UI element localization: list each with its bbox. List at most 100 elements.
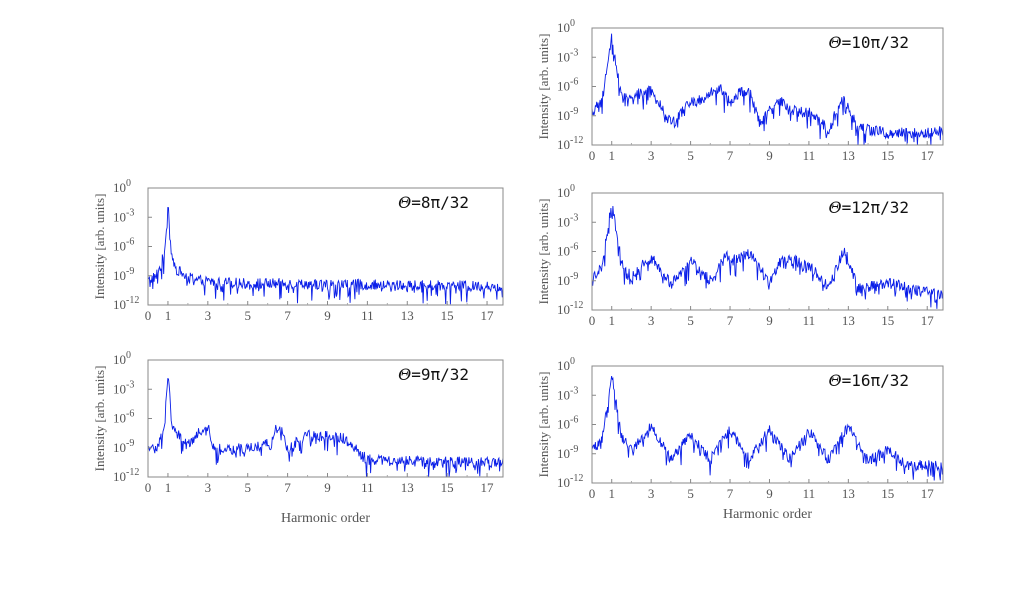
y-tick-exponent: -12 bbox=[570, 473, 583, 484]
y-tick-label: 10 bbox=[557, 302, 570, 317]
x-tick-label: 13 bbox=[401, 308, 414, 323]
x-tick-label: 11 bbox=[803, 486, 816, 501]
y-tick-label: 10 bbox=[557, 79, 570, 94]
y-tick-exponent: -12 bbox=[570, 135, 583, 146]
y-tick-label: 10 bbox=[557, 108, 570, 123]
y-tick-exponent: -3 bbox=[126, 379, 134, 390]
y-tick-label: 10 bbox=[113, 209, 126, 224]
x-tick-label: 13 bbox=[401, 480, 414, 495]
y-tick-label: 10 bbox=[557, 214, 570, 229]
x-tick-label: 0 bbox=[589, 148, 596, 163]
panel-title-p16: Θ=16π/32 bbox=[828, 371, 909, 390]
x-tick-label: 11 bbox=[803, 313, 816, 328]
theta-value: =12π/32 bbox=[842, 198, 909, 217]
x-tick-label: 5 bbox=[687, 313, 694, 328]
y-tick-label: 10 bbox=[113, 411, 126, 426]
theta-value: =8π/32 bbox=[411, 193, 469, 212]
y-tick-exponent: -3 bbox=[570, 212, 578, 223]
y-tick-exponent: 0 bbox=[126, 178, 131, 189]
x-tick-label: 7 bbox=[727, 148, 734, 163]
theta-value: =10π/32 bbox=[842, 33, 909, 52]
panel-title-p12: Θ=12π/32 bbox=[828, 198, 909, 217]
y-tick-label: 10 bbox=[557, 358, 570, 373]
y-tick-label: 10 bbox=[113, 352, 126, 367]
x-tick-label: 9 bbox=[766, 148, 773, 163]
theta-symbol: Θ bbox=[398, 365, 411, 384]
spectrum-line-p12 bbox=[591, 205, 944, 309]
y-tick-exponent: -3 bbox=[570, 47, 578, 58]
x-tick-label: 5 bbox=[244, 308, 251, 323]
y-tick-label: 10 bbox=[557, 20, 570, 35]
spectrum-line-p10 bbox=[591, 33, 944, 146]
y-tick-label: 10 bbox=[557, 137, 570, 152]
y-tick-label: 10 bbox=[113, 440, 126, 455]
y-tick-label: 10 bbox=[557, 417, 570, 432]
theta-symbol: Θ bbox=[398, 193, 411, 212]
x-tick-label: 15 bbox=[881, 486, 894, 501]
x-tick-label: 13 bbox=[842, 486, 855, 501]
y-tick-exponent: -6 bbox=[126, 409, 134, 420]
x-tick-label: 15 bbox=[881, 148, 894, 163]
x-tick-label: 1 bbox=[608, 486, 615, 501]
panel-title-p9: Θ=9π/32 bbox=[398, 365, 469, 384]
y-tick-exponent: 0 bbox=[570, 183, 575, 194]
y-tick-label: 10 bbox=[557, 49, 570, 64]
y-tick-label: 10 bbox=[113, 381, 126, 396]
theta-value: =9π/32 bbox=[411, 365, 469, 384]
x-tick-label: 0 bbox=[145, 308, 152, 323]
y-tick-label: 10 bbox=[557, 185, 570, 200]
y-tick-exponent: -6 bbox=[570, 415, 578, 426]
x-tick-label: 11 bbox=[803, 148, 816, 163]
y-tick-exponent: -9 bbox=[570, 106, 578, 117]
panel-title-p8: Θ=8π/32 bbox=[398, 193, 469, 212]
x-tick-label: 9 bbox=[324, 308, 331, 323]
y-tick-label: 10 bbox=[113, 239, 126, 254]
y-axis-label: Intensity [arb. units] bbox=[536, 34, 551, 140]
y-axis-label: Intensity [arb. units] bbox=[536, 199, 551, 305]
spectrum-line-p9 bbox=[147, 377, 504, 478]
x-tick-label: 5 bbox=[244, 480, 251, 495]
panel-title-p10: Θ=10π/32 bbox=[828, 33, 909, 52]
x-tick-label: 0 bbox=[589, 486, 596, 501]
y-tick-label: 10 bbox=[557, 475, 570, 490]
x-tick-label: 0 bbox=[589, 313, 596, 328]
x-tick-label: 7 bbox=[284, 308, 291, 323]
x-axis-label: Harmonic order bbox=[281, 511, 370, 526]
x-tick-label: 1 bbox=[608, 148, 615, 163]
y-tick-exponent: 0 bbox=[570, 18, 575, 29]
x-tick-label: 9 bbox=[766, 486, 773, 501]
y-tick-label: 10 bbox=[113, 297, 126, 312]
y-tick-exponent: -3 bbox=[126, 207, 134, 218]
y-axis-label: Intensity [arb. units] bbox=[92, 194, 107, 300]
x-tick-label: 9 bbox=[324, 480, 331, 495]
y-tick-exponent: -12 bbox=[570, 300, 583, 311]
y-tick-exponent: -12 bbox=[126, 467, 139, 478]
x-tick-label: 1 bbox=[165, 480, 172, 495]
y-tick-exponent: 0 bbox=[570, 356, 575, 367]
x-tick-label: 3 bbox=[648, 486, 655, 501]
y-tick-exponent: -6 bbox=[126, 237, 134, 248]
x-tick-label: 17 bbox=[921, 486, 935, 501]
x-tick-label: 13 bbox=[842, 148, 855, 163]
spectrum-line-p8 bbox=[147, 206, 504, 305]
y-tick-label: 10 bbox=[557, 446, 570, 461]
x-tick-label: 1 bbox=[608, 313, 615, 328]
theta-value: =16π/32 bbox=[842, 371, 909, 390]
x-tick-label: 15 bbox=[441, 480, 454, 495]
x-tick-label: 3 bbox=[205, 480, 212, 495]
y-tick-exponent: -3 bbox=[570, 385, 578, 396]
x-tick-label: 7 bbox=[727, 486, 734, 501]
y-axis-label: Intensity [arb. units] bbox=[92, 366, 107, 472]
x-tick-label: 7 bbox=[284, 480, 291, 495]
x-tick-label: 3 bbox=[205, 308, 212, 323]
theta-symbol: Θ bbox=[828, 198, 841, 217]
y-tick-label: 10 bbox=[557, 387, 570, 402]
y-axis-label: Intensity [arb. units] bbox=[536, 372, 551, 478]
x-tick-label: 17 bbox=[921, 148, 935, 163]
y-tick-exponent: -12 bbox=[126, 295, 139, 306]
y-tick-exponent: 0 bbox=[126, 350, 131, 361]
